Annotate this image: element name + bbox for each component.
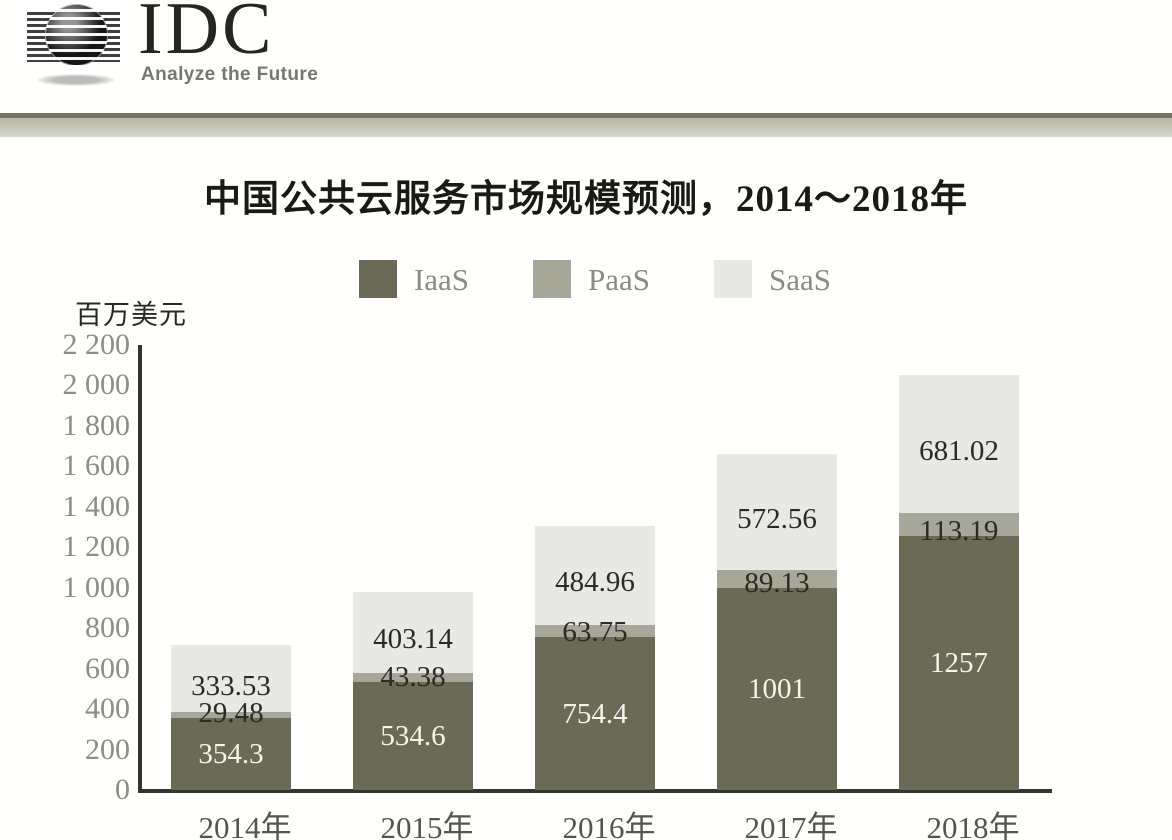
paas-value-label: 89.13 [744,566,810,599]
iaas-swatch-icon [358,260,397,298]
stacked-bar-2014年: 354.3 29.48 333.53 [171,644,291,790]
bar-segment-paas [899,512,1019,536]
saas-value-label: 484.96 [555,566,635,599]
y-axis-line [138,345,142,793]
x-axis-line [138,789,1052,793]
y-axis-ticks: 0 200 400 600 800 1 000 1 200 1 400 1 600 1 800 2 … [0,329,131,806]
paas-value-label: 63.75 [562,616,628,649]
x-axis-label: 2016年 [562,810,656,840]
bar-segment-saas [171,644,291,713]
x-axis-label: 2014年 [198,810,292,840]
bar-segment-paas [535,624,655,638]
idc-logo: IDC Analyze the Future [25,0,325,104]
saas-value-label: 333.53 [191,669,271,702]
y-tick-label: 1 600 [62,449,131,483]
iaas-value-label: 534.6 [380,719,446,752]
y-tick-label: 400 [85,692,130,726]
logo-text: IDC [138,0,275,70]
y-tick-label: 0 [115,773,130,806]
legend-item-saas: SaaS [714,260,831,298]
bar-segment-saas [353,591,473,674]
logo-tagline: Analyze the Future [141,64,319,85]
bar-segment-iaas [353,681,473,790]
bar-segment-iaas [535,637,655,790]
y-axis-unit-label: 百万美元 [75,300,187,330]
x-axis-label: 2017年 [744,810,838,840]
bar-segment-paas [353,673,473,682]
globe-icon [45,4,108,66]
category-slot: 1257 113.19 681.02 2018年 [868,345,1050,840]
iaas-value-label: 354.3 [198,738,264,771]
stacked-bar-2017年: 1001 89.13 572.56 [717,453,837,790]
category-slot: 1001 89.13 572.56 2017年 [686,345,868,840]
saas-value-label: 403.14 [373,623,453,656]
category-slot: 354.3 29.48 333.53 2014年 [140,345,322,840]
y-tick-label: 1 200 [62,530,131,564]
category-slot: 754.4 63.75 484.96 2016年 [504,345,686,840]
paas-swatch-icon [533,260,572,298]
paas-value-label: 29.48 [198,697,264,730]
bar-segment-iaas [717,587,837,790]
legend-label-paas: PaaS [588,261,651,297]
legend-item-paas: PaaS [533,260,650,298]
y-tick-label: 600 [85,651,130,685]
plot-area: 354.3 29.48 333.53 2014年 534.6 43.38 403.14 201… [140,345,1050,840]
bar-segment-saas [717,453,837,570]
legend-label-saas: SaaS [769,261,832,297]
stacked-bar-2016年: 754.4 63.75 484.96 [535,526,655,790]
bar-segment-saas [899,375,1019,513]
legend-label-iaas: IaaS [413,261,470,297]
y-tick-label: 2 000 [62,368,131,402]
header-divider-band [0,118,1172,137]
iaas-value-label: 754.4 [562,697,628,730]
legend-item-iaas: IaaS [358,260,470,298]
y-tick-label: 1 800 [62,408,131,442]
bar-segment-iaas [899,535,1019,790]
saas-value-label: 681.02 [919,434,999,467]
x-axis-label: 2015年 [380,810,474,840]
bar-segment-paas [171,712,291,719]
saas-swatch-icon [714,260,753,298]
paas-value-label: 113.19 [919,514,999,547]
y-tick-label: 2 200 [62,328,131,361]
paas-value-label: 43.38 [380,660,446,693]
saas-value-label: 572.56 [737,502,817,535]
header-divider-line [0,113,1172,118]
y-tick-label: 800 [85,611,130,645]
bar-segment-iaas [171,718,291,790]
bar-segment-paas [717,569,837,588]
category-slot: 534.6 43.38 403.14 2015年 [322,345,504,840]
y-tick-label: 1 400 [62,489,131,523]
iaas-value-label: 1257 [930,646,988,679]
y-tick-label: 200 [85,732,130,766]
stacked-bar-2018年: 1257 113.19 681.02 [899,375,1019,790]
x-axis-label: 2018年 [926,810,1020,840]
iaas-value-label: 1001 [748,672,806,705]
y-tick-label: 1 000 [62,570,131,604]
bar-segment-saas [535,526,655,625]
logo-shadow [37,74,115,86]
stacked-bar-2015年: 534.6 43.38 403.14 [353,591,473,790]
chart-title: 中国公共云服务市场规模预测，2014～2018年 [204,179,968,220]
chart-legend: IaaS PaaS SaaS [140,256,1050,302]
